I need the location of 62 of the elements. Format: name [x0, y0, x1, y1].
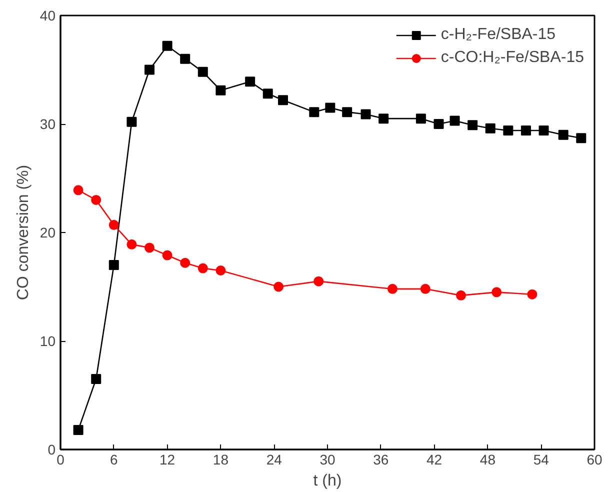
point — [73, 424, 84, 435]
point — [450, 116, 460, 126]
legend-label: c-CO:H₂-Fe/SBA-15 — [440, 49, 584, 67]
x-tick-label: 6 — [110, 452, 118, 468]
point — [325, 102, 336, 113]
y-tick-label: 20 — [40, 224, 56, 240]
point — [576, 133, 586, 144]
x-axis-title: t (h) — [313, 472, 342, 490]
point — [468, 120, 478, 130]
point — [126, 116, 137, 127]
point — [360, 109, 371, 120]
point — [387, 284, 398, 294]
point — [527, 289, 538, 300]
point — [108, 220, 119, 230]
x-tick-label: 24 — [266, 452, 282, 468]
point — [162, 250, 172, 260]
point — [342, 107, 352, 118]
point — [91, 194, 102, 205]
x-tick-label: 36 — [373, 452, 389, 468]
x-tick-label: 60 — [586, 452, 602, 468]
point — [180, 54, 190, 64]
point — [378, 114, 389, 124]
x-tick-label: 48 — [480, 452, 496, 468]
x-tick-label: 18 — [212, 452, 229, 468]
point — [274, 282, 284, 292]
point — [198, 263, 208, 274]
y-tick-label: 10 — [40, 333, 56, 349]
point — [278, 95, 288, 106]
point — [558, 130, 568, 140]
y-tick-label: 30 — [40, 116, 56, 132]
point — [216, 85, 226, 96]
point — [503, 126, 514, 136]
point — [416, 114, 426, 124]
point — [262, 88, 273, 99]
point — [216, 265, 226, 276]
point — [108, 260, 119, 270]
point — [180, 258, 190, 268]
point — [420, 284, 430, 294]
point — [73, 185, 84, 196]
point — [538, 126, 549, 136]
point — [485, 123, 496, 134]
y-tick-label: 0 — [48, 442, 56, 458]
point — [245, 76, 256, 87]
point — [309, 107, 320, 118]
point — [314, 276, 324, 286]
point — [492, 287, 502, 298]
point — [126, 239, 137, 250]
point — [144, 242, 154, 253]
point — [144, 64, 154, 75]
x-tick-label: 30 — [320, 452, 336, 468]
point — [91, 374, 102, 384]
point — [456, 290, 466, 300]
point — [198, 66, 208, 77]
point — [162, 40, 172, 51]
x-tick-label: 12 — [160, 452, 176, 468]
y-axis-title: CO conversion (%) — [14, 164, 32, 300]
legend-label: c-H₂-Fe/SBA-15 — [440, 26, 556, 44]
y-tick-label: 40 — [40, 8, 56, 24]
x-tick-label: 54 — [533, 452, 550, 468]
point — [434, 119, 444, 129]
x-tick-label: 42 — [426, 452, 442, 468]
point — [520, 126, 531, 136]
